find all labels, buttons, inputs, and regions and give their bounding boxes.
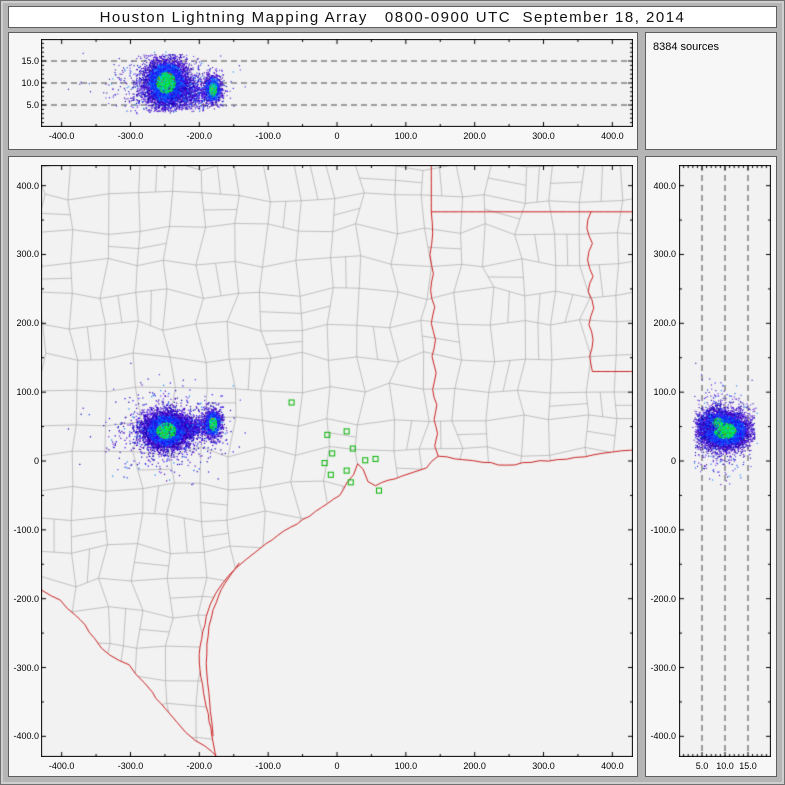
tick-label: -100.0 [255, 761, 281, 771]
tick-label: -400.0 [48, 131, 75, 141]
tick-label: 5.0 [695, 761, 709, 771]
ew-altitude-canvas[interactable] [41, 39, 633, 127]
tick-label: -400.0 [13, 731, 39, 742]
tick-label: 10.0 [21, 78, 39, 88]
tick-label: -300.0 [650, 662, 676, 673]
ew-altitude-panel: 5.0 10.0 15.0 -400.0 -300.0 -200.0 -100.0 0 100.… [8, 32, 638, 150]
tick-label: -300.0 [117, 761, 144, 771]
tick-label: 100.0 [16, 387, 39, 398]
tick-label: -400.0 [650, 731, 676, 742]
tick-label: 200.0 [653, 318, 676, 329]
tick-label: -100.0 [255, 131, 281, 141]
tick-label: 10.0 [716, 761, 734, 771]
sources-panel: 8384 sources [645, 32, 777, 150]
ns-altitude-panel: -400.0 -300.0 -200.0 -100.0 0 100.0 200.0 300.0… [645, 156, 777, 777]
tick-label: 0 [33, 456, 39, 466]
tick-label: 15.0 [739, 761, 757, 771]
plan-view-canvas[interactable] [41, 165, 633, 757]
tick-label: 100.0 [653, 387, 676, 398]
tick-label: 5.0 [26, 100, 39, 110]
source-count-label: 8384 sources [653, 41, 720, 53]
tick-label: -300.0 [13, 662, 39, 673]
tick-label: 0 [670, 456, 676, 466]
tick-label: 15.0 [21, 56, 39, 66]
tick-label: 100.0 [394, 131, 418, 141]
tick-label: 400.0 [16, 180, 39, 191]
tick-label: 0 [334, 761, 340, 771]
tick-label: 400.0 [601, 131, 624, 141]
tick-label: 0 [334, 131, 340, 141]
tick-label: -200.0 [186, 131, 213, 141]
plan-view-panel: -400.0 -300.0 -200.0 -100.0 0 100.0 200.0 300.0… [8, 156, 638, 777]
tick-label: 300.0 [16, 249, 39, 260]
tick-label: -200.0 [13, 593, 39, 604]
tick-label: 200.0 [463, 761, 486, 771]
tick-label: 400.0 [653, 180, 676, 191]
title-bar: Houston Lightning Mapping Array 0800-090… [8, 6, 777, 28]
tick-label: -200.0 [650, 593, 676, 604]
tick-label: -300.0 [117, 131, 144, 141]
tick-label: -100.0 [13, 524, 39, 535]
ns-altitude-canvas[interactable] [679, 165, 771, 757]
tick-label: 100.0 [394, 761, 418, 771]
tick-label: 400.0 [601, 761, 624, 771]
tick-label: 300.0 [532, 761, 555, 771]
tick-label: -100.0 [650, 524, 676, 535]
window-title: Houston Lightning Mapping Array 0800-090… [99, 8, 686, 26]
tick-label: 200.0 [16, 318, 39, 329]
tick-label: 200.0 [463, 131, 486, 141]
tick-label: 300.0 [653, 249, 676, 260]
tick-label: -400.0 [48, 761, 75, 771]
tick-label: 300.0 [532, 131, 555, 141]
tick-label: -200.0 [186, 761, 213, 771]
